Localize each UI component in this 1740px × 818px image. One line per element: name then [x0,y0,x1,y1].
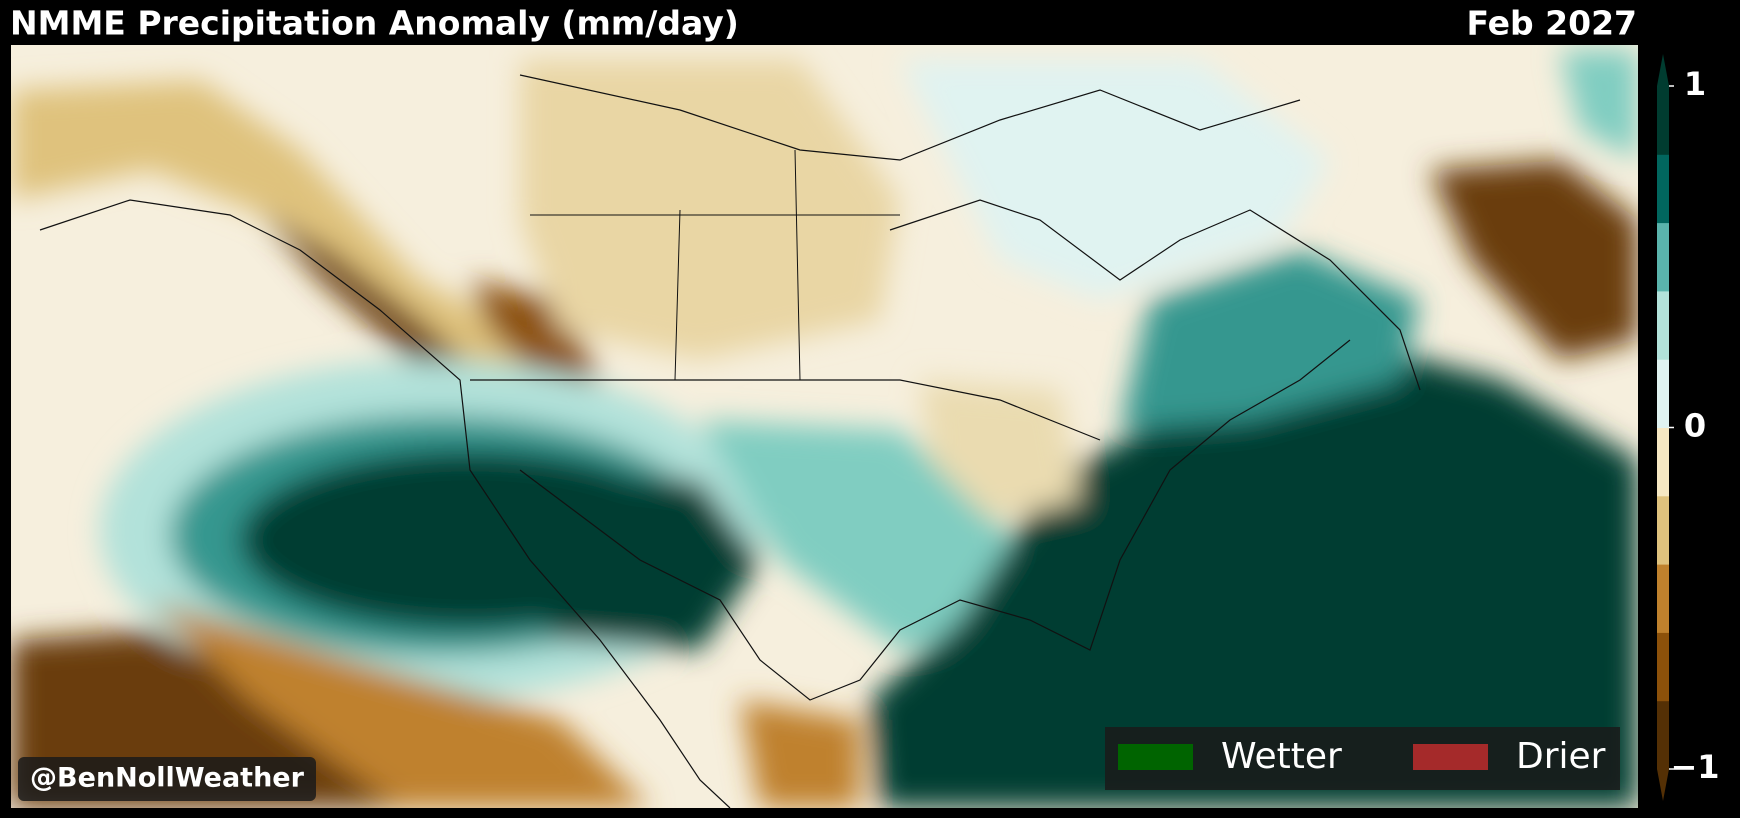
dry-area [150,600,650,808]
dry-area [740,700,860,808]
dry-area [470,280,600,380]
colorbar-segment [1657,290,1669,360]
colorbar-segment [1657,86,1669,155]
dry-area [1430,160,1638,360]
legend-label: Drier [1516,736,1606,777]
wet-area [460,470,760,650]
colorbar-segment [1657,564,1669,633]
wet-area [870,340,1638,808]
colorbar-tick-label: −1 [1670,748,1719,786]
date: Feb 2027 [1466,4,1637,43]
us-canada-border [470,379,1101,441]
legend-label: Wetter [1221,736,1342,777]
colorbar: 1 0 −1 [1657,54,1720,801]
arctic-coast [519,74,1301,161]
dry-area [520,60,900,360]
watermark: @BenNollWeather [30,763,305,794]
colorbar-extend-top [1657,54,1669,86]
colorbar-tick-label: 0 [1684,407,1706,445]
wet-area [1560,50,1638,160]
colorbar-segment [1657,222,1669,292]
colorbar-tick-label: 1 [1684,65,1706,103]
coastline [889,199,1421,391]
borders [39,74,1421,808]
map [11,45,1638,808]
legend-swatch [1118,744,1193,770]
colorbar-segment [1657,427,1669,497]
legend: Wetter Drier [1118,736,1606,777]
colorbar-extend-bottom [1657,769,1669,801]
wet-area [1120,250,1420,430]
dry-area [11,80,560,420]
colorbar-segment [1657,154,1669,224]
colorbar-segment [1657,632,1669,702]
colorbar-segment [1657,700,1669,770]
colorbar-segment [1657,495,1669,565]
wet-area [900,60,1330,300]
colorbar-segment [1657,359,1669,428]
dry-area [920,380,1080,520]
title: NMME Precipitation Anomaly (mm/day) [10,4,739,43]
province-borders [530,149,900,381]
legend-swatch [1413,744,1488,770]
wet-area [700,420,1050,650]
west-coast [39,199,731,808]
coastline [519,339,1351,701]
watermark-box [18,757,316,801]
